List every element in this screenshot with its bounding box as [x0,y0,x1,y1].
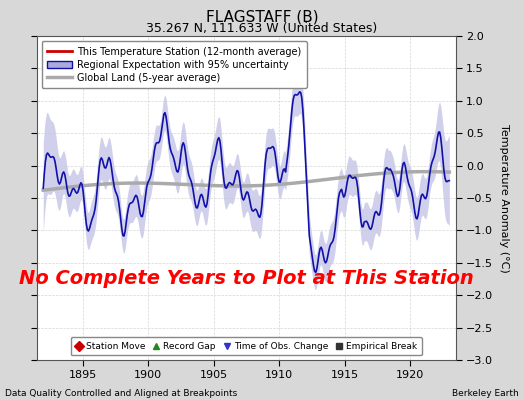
Text: Berkeley Earth: Berkeley Earth [452,389,519,398]
Text: No Complete Years to Plot at This Station: No Complete Years to Plot at This Statio… [19,270,474,288]
Y-axis label: Temperature Anomaly (°C): Temperature Anomaly (°C) [499,124,509,272]
Legend: Station Move, Record Gap, Time of Obs. Change, Empirical Break: Station Move, Record Gap, Time of Obs. C… [71,338,422,356]
Text: Data Quality Controlled and Aligned at Breakpoints: Data Quality Controlled and Aligned at B… [5,389,237,398]
Text: FLAGSTAFF (B): FLAGSTAFF (B) [206,10,318,25]
Text: 35.267 N, 111.633 W (United States): 35.267 N, 111.633 W (United States) [146,22,378,35]
